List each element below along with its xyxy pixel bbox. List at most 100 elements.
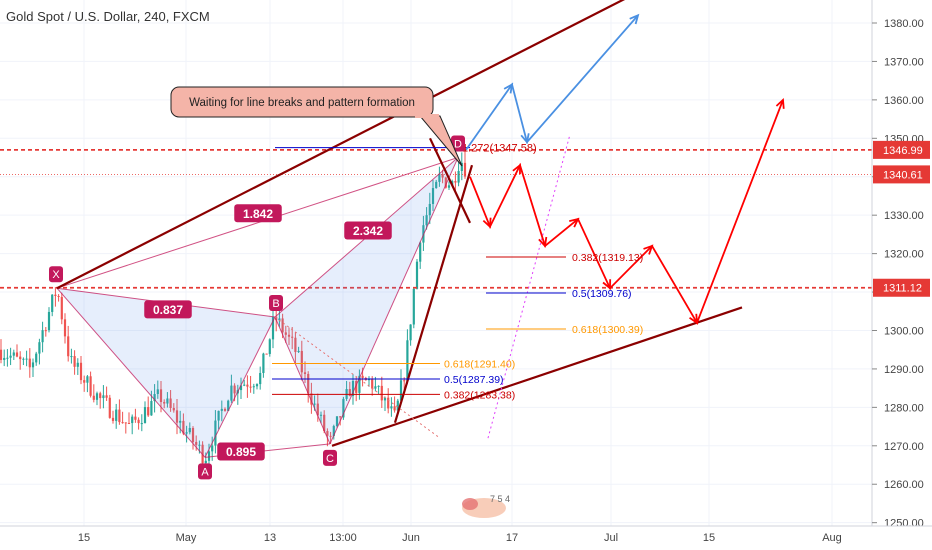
x-tick-label: Jun xyxy=(402,532,420,544)
candle xyxy=(185,425,188,443)
arrow-head xyxy=(538,236,548,248)
bullish-projection-arrow[interactable] xyxy=(465,14,639,151)
pattern-leg xyxy=(204,316,276,458)
y-tick-label: 1280.00 xyxy=(884,402,924,414)
chart-grid xyxy=(0,0,872,526)
ratio-label: 1.842 xyxy=(243,207,273,221)
steep-trendline[interactable] xyxy=(393,164,474,424)
candle xyxy=(406,329,409,385)
pattern-point-label: A xyxy=(201,466,209,478)
candle xyxy=(300,340,303,381)
candle xyxy=(118,399,121,425)
candle xyxy=(92,384,95,403)
ratio-label: 0.837 xyxy=(153,303,183,317)
fib-label: 0.382(1283.38) xyxy=(444,389,515,401)
candle xyxy=(41,321,44,353)
x-tick-label: 15 xyxy=(78,532,90,544)
candle xyxy=(377,385,380,395)
candle xyxy=(63,313,67,344)
candle xyxy=(99,391,102,409)
candle xyxy=(3,349,6,367)
y-tick-label: 1260.00 xyxy=(884,479,924,491)
candle xyxy=(127,412,131,425)
pattern-point-label: D xyxy=(454,139,462,151)
candle xyxy=(252,383,255,394)
candle xyxy=(137,417,140,430)
arrow-head xyxy=(512,163,521,175)
candle xyxy=(335,416,339,428)
candle xyxy=(316,393,319,422)
ratio-badge xyxy=(217,442,265,461)
candle xyxy=(227,399,230,411)
candle xyxy=(15,344,19,358)
candle xyxy=(284,325,287,344)
candle xyxy=(217,410,220,430)
candle xyxy=(239,377,243,400)
fib-label: 0.618(1291.40) xyxy=(444,359,515,371)
candle xyxy=(44,327,47,337)
pattern-point-badge xyxy=(269,295,283,312)
candle xyxy=(355,377,358,402)
pattern-leg xyxy=(56,157,459,289)
x-tick-label: 17 xyxy=(506,532,518,544)
candle xyxy=(287,327,291,346)
y-tick-label: 1290.00 xyxy=(884,364,924,376)
candle xyxy=(28,348,31,378)
candle xyxy=(31,358,35,377)
candle xyxy=(57,294,60,302)
candle xyxy=(214,410,217,454)
candle xyxy=(310,382,313,414)
candle xyxy=(51,294,54,317)
x-tick-label: 13 xyxy=(264,532,276,544)
pattern-leg xyxy=(274,316,331,445)
y-tick-label: 1380.00 xyxy=(884,18,924,30)
candle xyxy=(265,353,268,355)
time-axis[interactable]: 15 May 13 13:00 Jun 17 Jul 15 Aug xyxy=(78,532,842,544)
candle xyxy=(249,375,252,393)
d-leg-line[interactable] xyxy=(429,137,471,224)
arrow-head xyxy=(629,13,640,25)
candle xyxy=(307,371,310,403)
candle xyxy=(121,411,124,424)
annotation-callout[interactable]: Waiting for line breaks and pattern form… xyxy=(170,86,463,167)
candle xyxy=(163,399,166,409)
upper-trendline[interactable] xyxy=(56,0,668,290)
candle xyxy=(220,400,223,422)
candle xyxy=(169,390,172,412)
pattern-point-label: B xyxy=(272,298,279,310)
arrow-head xyxy=(643,244,654,255)
pattern-triangle-bcd xyxy=(275,157,458,444)
lower-trendline[interactable] xyxy=(331,306,743,447)
x-tick-label: Jul xyxy=(604,532,618,544)
candle xyxy=(12,349,15,360)
ratio-badge xyxy=(344,221,392,240)
candle xyxy=(166,392,169,408)
candle xyxy=(86,374,89,393)
candle xyxy=(412,287,415,329)
pattern-triangle-xab xyxy=(57,288,275,458)
watermark-text: 7 5 4 xyxy=(490,494,510,504)
pattern-point-badge xyxy=(198,463,212,480)
candle xyxy=(230,374,233,403)
candle xyxy=(6,349,9,367)
x-tick-label: May xyxy=(176,532,197,544)
price-axis[interactable]: 1250.00 1260.00 1270.00 1280.00 1290.00 1300.… xyxy=(872,18,930,530)
candle xyxy=(150,390,153,416)
candle xyxy=(140,414,143,432)
candle xyxy=(0,339,3,364)
chart-title: Gold Spot / U.S. Dollar, 240, FXCM xyxy=(6,9,210,24)
y-tick-label: 1370.00 xyxy=(884,56,924,68)
fib-label: 0.5(1309.76) xyxy=(572,288,632,300)
y-tick-label: 1300.00 xyxy=(884,325,924,337)
candle xyxy=(188,422,191,435)
ratio-badge xyxy=(234,204,282,223)
extension-label: 1.272(1347.58) xyxy=(462,143,537,155)
tradingview-logo: 7 5 4 xyxy=(462,494,510,518)
candle xyxy=(38,338,41,365)
y-tick-label: 1330.00 xyxy=(884,210,924,222)
candle xyxy=(342,396,345,420)
pattern-point-label: X xyxy=(52,269,60,281)
price-label-text: 1311.12 xyxy=(883,283,922,295)
candle xyxy=(47,307,51,333)
